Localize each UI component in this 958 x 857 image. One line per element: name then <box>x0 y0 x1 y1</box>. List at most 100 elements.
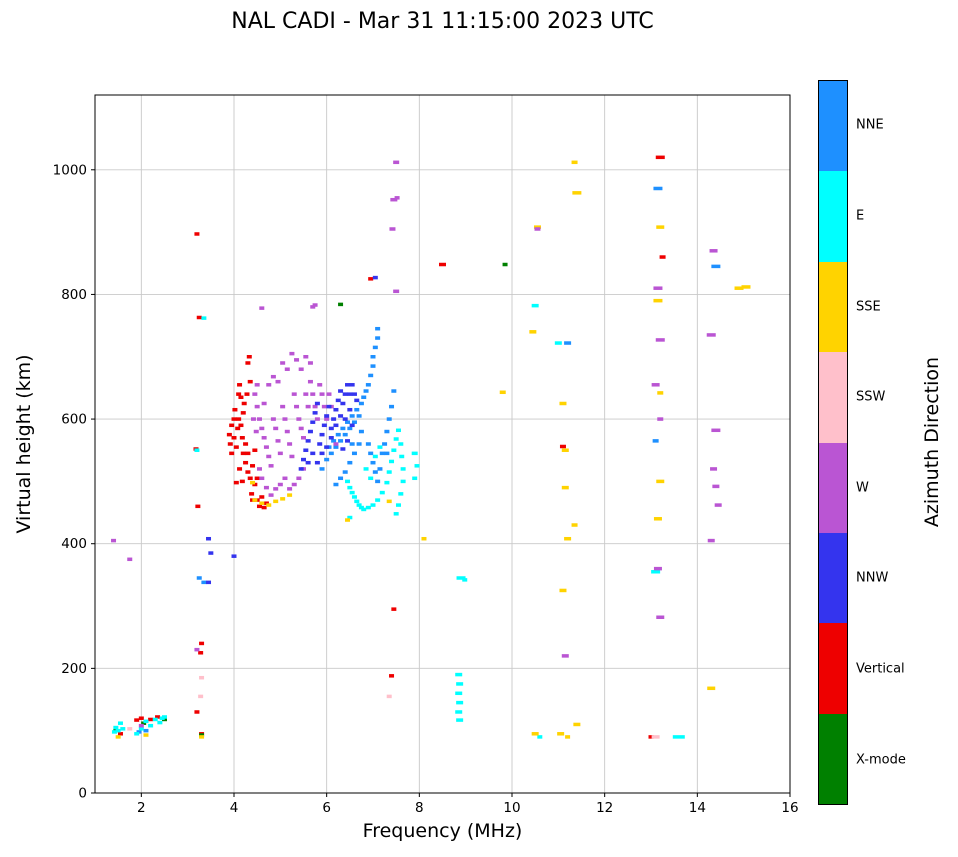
data-point-nne <box>652 439 659 443</box>
data-point-vertical <box>155 715 161 719</box>
data-point-vertical <box>235 426 241 431</box>
data-point-w <box>254 383 260 387</box>
data-point-vertical <box>229 423 235 428</box>
data-point-nne <box>143 728 149 733</box>
data-point-w <box>394 196 400 200</box>
data-point-nne <box>331 439 337 443</box>
data-point-sse <box>573 722 581 727</box>
data-point-sse <box>533 225 541 229</box>
data-point-nne <box>324 457 330 462</box>
data-point-e <box>363 467 369 471</box>
data-point-nne <box>365 442 371 446</box>
data-point-nnw <box>333 423 339 428</box>
colorbar-segment-x-mode <box>819 713 847 804</box>
data-point-w <box>261 436 267 440</box>
data-point-nne <box>372 470 378 474</box>
data-point-w <box>259 426 265 431</box>
data-point-w <box>273 426 279 431</box>
x-tick-label: 2 <box>137 800 146 816</box>
data-point-w <box>655 338 665 342</box>
data-point-w <box>303 392 309 396</box>
data-point-w <box>289 351 295 356</box>
data-point-sse <box>707 686 716 691</box>
colorbar-segment-sse <box>819 261 847 353</box>
data-point-w <box>307 379 313 384</box>
data-point-w <box>280 404 286 409</box>
data-point-vertical <box>389 674 395 678</box>
data-point-w <box>389 227 396 231</box>
data-point-sse <box>741 285 751 289</box>
data-point-sse <box>531 732 539 736</box>
data-point-nne <box>351 420 357 424</box>
data-point-vertical <box>231 417 237 421</box>
data-point-e <box>398 492 404 496</box>
data-point-vertical <box>238 423 244 428</box>
data-point-vertical <box>245 361 251 365</box>
data-point-nnw <box>335 398 341 403</box>
data-point-e <box>411 451 418 456</box>
x-tick-label: 12 <box>596 800 613 816</box>
y-tick-label: 400 <box>61 536 87 552</box>
data-point-e <box>554 341 562 345</box>
data-point-ssw <box>199 675 205 680</box>
data-point-e <box>117 721 123 725</box>
data-point-nne <box>370 355 376 359</box>
data-point-vertical <box>229 451 235 456</box>
data-point-e <box>395 503 401 507</box>
data-point-sse <box>559 401 567 406</box>
data-point-sse <box>559 588 567 593</box>
data-point-nne <box>136 730 142 734</box>
data-point-vertical <box>239 436 245 440</box>
data-point-nne <box>356 442 362 446</box>
data-point-nne <box>711 264 721 269</box>
data-point-nnw <box>307 429 313 434</box>
data-point-w <box>282 417 288 421</box>
data-point-vertical <box>252 482 258 487</box>
data-point-nne <box>389 404 395 409</box>
data-point-w <box>291 482 297 487</box>
data-point-w <box>651 383 660 387</box>
data-point-w <box>268 493 274 497</box>
data-point-sse <box>266 503 272 507</box>
data-point-ssw <box>127 727 133 731</box>
data-point-e <box>462 578 468 582</box>
data-point-vertical <box>198 651 204 655</box>
data-point-nnw <box>351 392 357 396</box>
data-point-vertical <box>138 716 144 720</box>
data-point-vertical <box>439 262 446 267</box>
data-point-w <box>270 417 276 421</box>
data-point-vertical <box>236 392 242 396</box>
data-point-vertical <box>391 607 397 611</box>
data-point-nne <box>386 417 392 421</box>
data-point-e <box>455 710 463 714</box>
data-point-vertical <box>134 718 140 722</box>
colorbar-segment-ssw <box>819 352 847 443</box>
colorbar-label-nnw: NNW <box>856 570 889 586</box>
data-point-nnw <box>324 445 330 449</box>
data-point-w <box>712 484 720 489</box>
data-point-e <box>412 476 418 481</box>
data-point-sse <box>529 330 537 334</box>
data-point-nnw <box>349 383 355 387</box>
data-point-w <box>289 454 295 459</box>
data-point-w <box>268 464 274 468</box>
data-point-e <box>148 723 154 728</box>
data-point-w <box>294 404 300 409</box>
data-point-x-mode <box>502 262 508 267</box>
data-point-w <box>709 249 718 253</box>
data-point-vertical <box>227 442 233 446</box>
data-point-w <box>261 401 267 406</box>
data-point-nne <box>349 442 355 446</box>
data-point-sse <box>564 536 572 541</box>
data-point-vertical <box>240 451 246 456</box>
data-point-nne <box>368 373 374 378</box>
data-point-vertical <box>240 411 246 415</box>
data-point-nne <box>342 470 348 474</box>
data-point-nne <box>347 426 353 431</box>
data-point-nne <box>347 460 353 465</box>
data-point-nnw <box>347 407 353 412</box>
data-point-nne <box>342 432 348 437</box>
data-point-vertical <box>237 467 243 471</box>
azimuth-colorbar <box>818 80 848 805</box>
data-point-w <box>303 355 309 359</box>
